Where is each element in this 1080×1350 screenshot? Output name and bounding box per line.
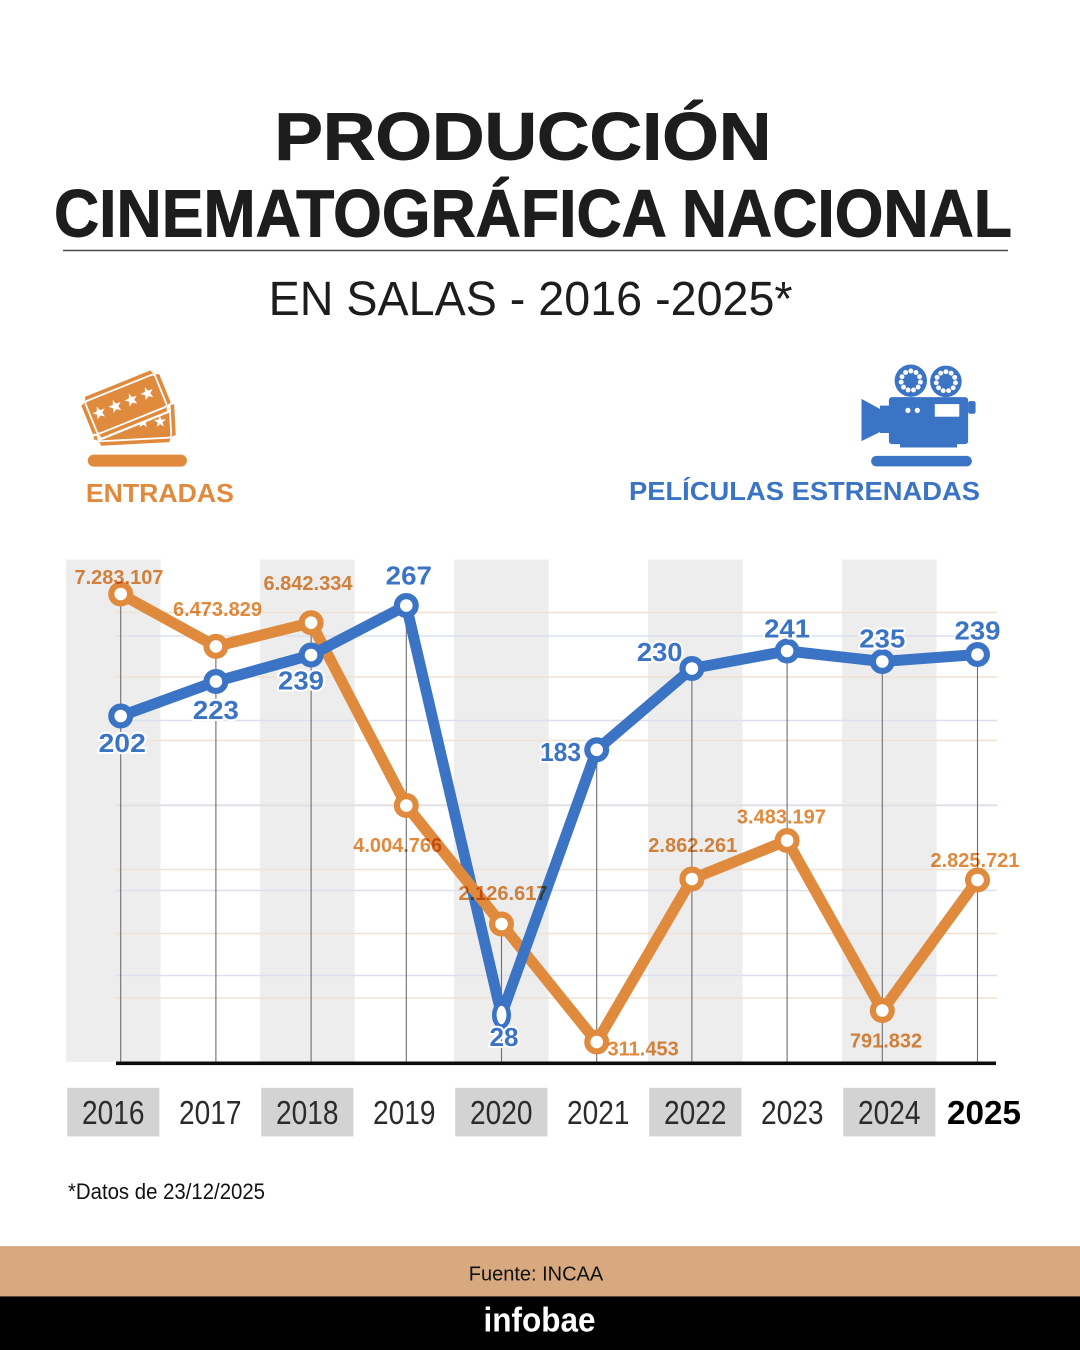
svg-text:28: 28 (490, 1022, 519, 1052)
svg-text:4.004.766: 4.004.766 (353, 835, 442, 857)
svg-text:223: 223 (193, 695, 239, 725)
svg-text:2022: 2022 (664, 1094, 727, 1131)
svg-text:267: 267 (386, 561, 432, 591)
svg-text:PELÍCULAS ESTRENADAS: PELÍCULAS ESTRENADAS (629, 476, 980, 506)
svg-text:3.483.197: 3.483.197 (737, 807, 826, 829)
svg-text:7.283.107: 7.283.107 (75, 567, 164, 589)
svg-text:235: 235 (859, 624, 905, 654)
svg-text:Fuente: INCAA: Fuente: INCAA (469, 1264, 604, 1286)
svg-text:2021: 2021 (567, 1094, 630, 1131)
svg-text:2.862.261: 2.862.261 (648, 835, 737, 857)
svg-text:791.832: 791.832 (850, 1031, 922, 1053)
svg-text:6.473.829: 6.473.829 (173, 599, 262, 621)
svg-text:CINEMATOGRÁFICA NACIONAL: CINEMATOGRÁFICA NACIONAL (54, 176, 1012, 251)
svg-text:2.825.721: 2.825.721 (931, 850, 1020, 872)
svg-text:2024: 2024 (858, 1094, 921, 1131)
svg-text:EN SALAS - 2016 -2025*: EN SALAS - 2016 -2025* (269, 273, 793, 326)
svg-text:2019: 2019 (373, 1094, 436, 1131)
svg-text:2023: 2023 (761, 1094, 824, 1131)
svg-text:PRODUCCIÓN: PRODUCCIÓN (274, 99, 771, 174)
svg-text:ENTRADAS: ENTRADAS (86, 478, 234, 508)
svg-text:2016: 2016 (82, 1094, 145, 1131)
svg-text:239: 239 (955, 616, 1001, 646)
svg-text:*Datos de 23/12/2025: *Datos de 23/12/2025 (68, 1179, 265, 1204)
svg-text:2017: 2017 (179, 1094, 242, 1131)
svg-text:230: 230 (637, 637, 683, 667)
svg-text:2018: 2018 (276, 1094, 339, 1131)
svg-text:6.842.334: 6.842.334 (264, 573, 354, 595)
svg-text:202: 202 (99, 728, 146, 758)
svg-text:183: 183 (540, 737, 581, 767)
svg-text:2025: 2025 (947, 1094, 1021, 1131)
svg-text:311.453: 311.453 (608, 1039, 679, 1061)
svg-text:239: 239 (278, 666, 324, 696)
svg-text:2.126.617: 2.126.617 (459, 883, 548, 905)
svg-text:2020: 2020 (470, 1094, 533, 1131)
svg-text:infobae: infobae (484, 1302, 596, 1340)
svg-text:241: 241 (764, 614, 810, 644)
